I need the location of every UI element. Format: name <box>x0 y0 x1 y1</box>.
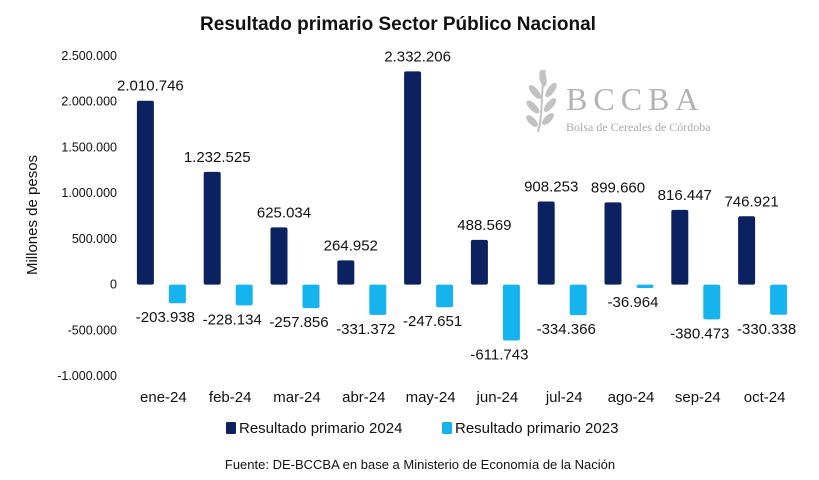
source-note: Fuente: DE-BCCBA en base a Ministerio de… <box>225 457 615 472</box>
logo-name: Bolsa de Cereales de Córdoba <box>566 120 711 134</box>
data-label-2023: -36.964 <box>608 294 659 311</box>
data-label-2024: 908.253 <box>524 179 578 196</box>
bar-2023 <box>636 284 654 288</box>
y-axis: 2.500.000 2.000.000 1.500.000 1.000.000 500.… <box>57 49 117 383</box>
bar-2024 <box>404 71 422 285</box>
legend: Resultado primario 2024 Resultado primari… <box>226 420 618 437</box>
data-label-2024: 625.034 <box>257 204 311 221</box>
data-label-2024: 1.232.525 <box>184 149 251 166</box>
bar-2023 <box>168 284 186 304</box>
y-tick-label: -1.000.000 <box>57 369 117 383</box>
data-label-2024: 2.010.746 <box>117 78 184 95</box>
y-tick-label: 0 <box>110 278 117 292</box>
bccba-logo: BCCBA Bolsa de Cereales de Córdoba <box>526 69 711 134</box>
bar-2023 <box>369 284 387 315</box>
data-label-2024: 746.921 <box>724 193 778 210</box>
data-label-2024: 488.569 <box>457 217 511 234</box>
legend-swatch-2023 <box>442 422 452 434</box>
bar-2024 <box>604 202 622 285</box>
x-tick-label: ene-24 <box>140 389 187 406</box>
data-label-2023: -334.366 <box>537 321 596 338</box>
chart-title: Resultado primario Sector Público Nacion… <box>200 14 596 35</box>
x-axis: ene-24 feb-24 mar-24 abr-24 may-24 jun-24 jul-… <box>140 389 785 406</box>
data-label-2023: -257.856 <box>269 314 328 331</box>
bar-2023 <box>302 284 320 309</box>
x-tick-label: oct-24 <box>744 389 786 406</box>
data-label-2023: -203.938 <box>136 309 195 326</box>
y-tick-label: -500.000 <box>68 323 117 337</box>
bar-2024 <box>270 227 288 285</box>
data-label-2023: -331.372 <box>336 321 395 338</box>
bar-2024 <box>470 239 488 285</box>
data-label-2024: 899.660 <box>591 179 645 196</box>
x-tick-label: ago-24 <box>608 389 655 406</box>
bar-2023 <box>703 284 721 320</box>
y-tick-label: 500.000 <box>72 232 117 246</box>
bar-2023 <box>235 284 253 306</box>
data-label-2024: 2.332.206 <box>384 48 451 65</box>
x-tick-label: mar-24 <box>273 389 321 406</box>
bar-2023 <box>770 284 788 315</box>
x-tick-label: feb-24 <box>209 389 252 406</box>
data-label-2023: -330.338 <box>737 321 796 338</box>
data-labels: 2.010.746 -203.938 1.232.525 -228.134 625.03… <box>117 48 796 363</box>
bar-2024 <box>203 171 221 285</box>
wheat-icon <box>526 69 557 133</box>
x-tick-label: abr-24 <box>342 389 385 406</box>
y-tick-label: 1.500.000 <box>61 140 117 154</box>
x-tick-label: may-24 <box>406 389 456 406</box>
y-axis-label: Millones de pesos <box>24 155 41 275</box>
bar-2023 <box>569 284 587 316</box>
x-tick-label: jul-24 <box>545 389 583 406</box>
data-label-2024: 816.447 <box>658 187 712 204</box>
y-tick-label: 2.000.000 <box>61 95 117 109</box>
data-label-2023: -228.134 <box>203 311 262 328</box>
data-label-2023: -247.651 <box>403 313 462 330</box>
x-tick-label: sep-24 <box>675 389 721 406</box>
bar-2024 <box>537 201 555 285</box>
bar-2024 <box>337 260 355 285</box>
data-label-2023: -611.743 <box>470 347 528 364</box>
logo-acronym: BCCBA <box>566 81 704 117</box>
bar-2023 <box>502 284 520 341</box>
legend-label-2024: Resultado primario 2024 <box>239 420 402 437</box>
bars <box>136 71 788 341</box>
bar-2024 <box>136 100 154 285</box>
legend-label-2023: Resultado primario 2023 <box>455 420 618 437</box>
y-tick-label: 1.000.000 <box>61 186 117 200</box>
data-label-2023: -380.473 <box>670 325 729 342</box>
x-tick-label: jun-24 <box>476 389 519 406</box>
bar-2024 <box>671 209 689 285</box>
y-tick-label: 2.500.000 <box>61 49 117 63</box>
bar-2023 <box>436 284 454 308</box>
data-label-2024: 264.952 <box>324 237 378 254</box>
bar-2024 <box>738 216 756 285</box>
legend-swatch-2024 <box>226 422 236 434</box>
